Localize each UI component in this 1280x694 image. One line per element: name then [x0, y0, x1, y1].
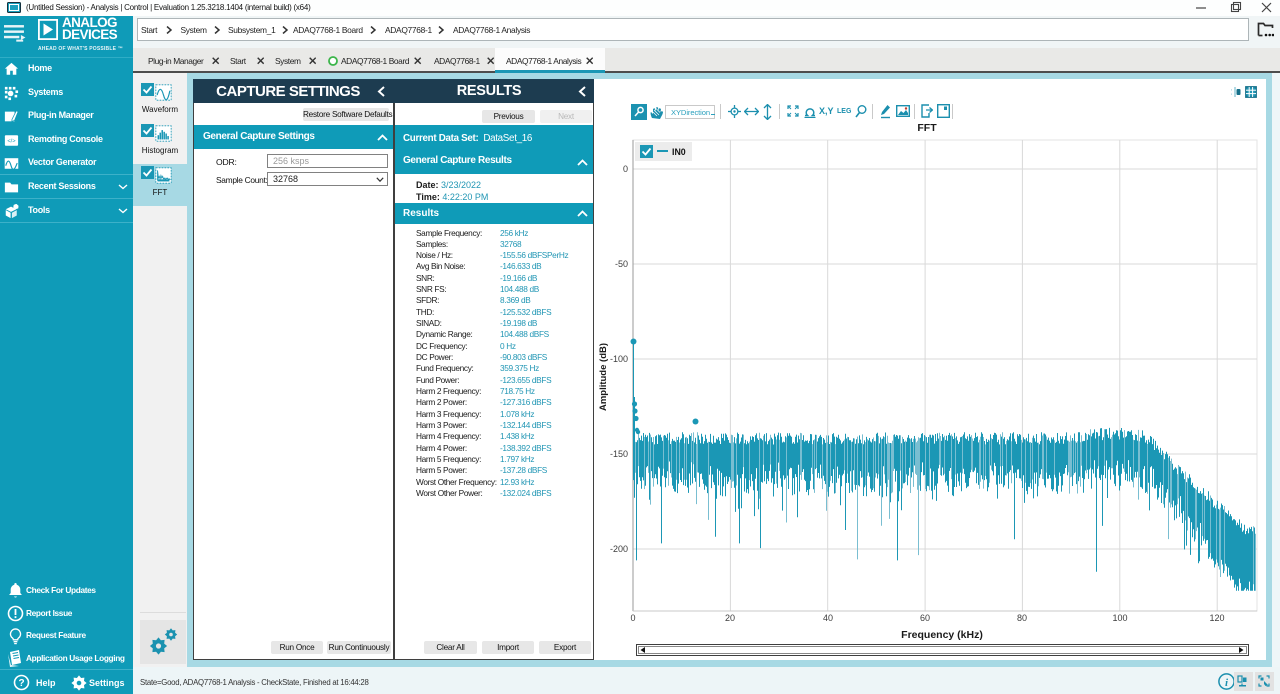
- svg-text:-200: -200: [610, 544, 628, 554]
- svg-text:Frequency (kHz): Frequency (kHz): [901, 629, 983, 641]
- svg-text:i: i: [1225, 677, 1229, 689]
- svg-text:-100: -100: [610, 354, 628, 364]
- svg-text:0: 0: [630, 613, 635, 623]
- svg-text:Amplitude (dB): Amplitude (dB): [598, 343, 609, 411]
- svg-text:60: 60: [920, 613, 930, 623]
- svg-text:</>: </>: [7, 138, 16, 144]
- svg-text:120: 120: [1209, 613, 1224, 623]
- svg-text:40: 40: [823, 613, 833, 623]
- svg-text:20: 20: [725, 613, 735, 623]
- svg-text:-150: -150: [610, 449, 628, 459]
- svg-text:-50: -50: [615, 259, 628, 269]
- svg-text:?: ?: [18, 678, 24, 689]
- svg-text:FFT: FFT: [917, 122, 937, 134]
- svg-text:0: 0: [623, 164, 628, 174]
- svg-text:80: 80: [1017, 613, 1027, 623]
- svg-text:100: 100: [1112, 613, 1127, 623]
